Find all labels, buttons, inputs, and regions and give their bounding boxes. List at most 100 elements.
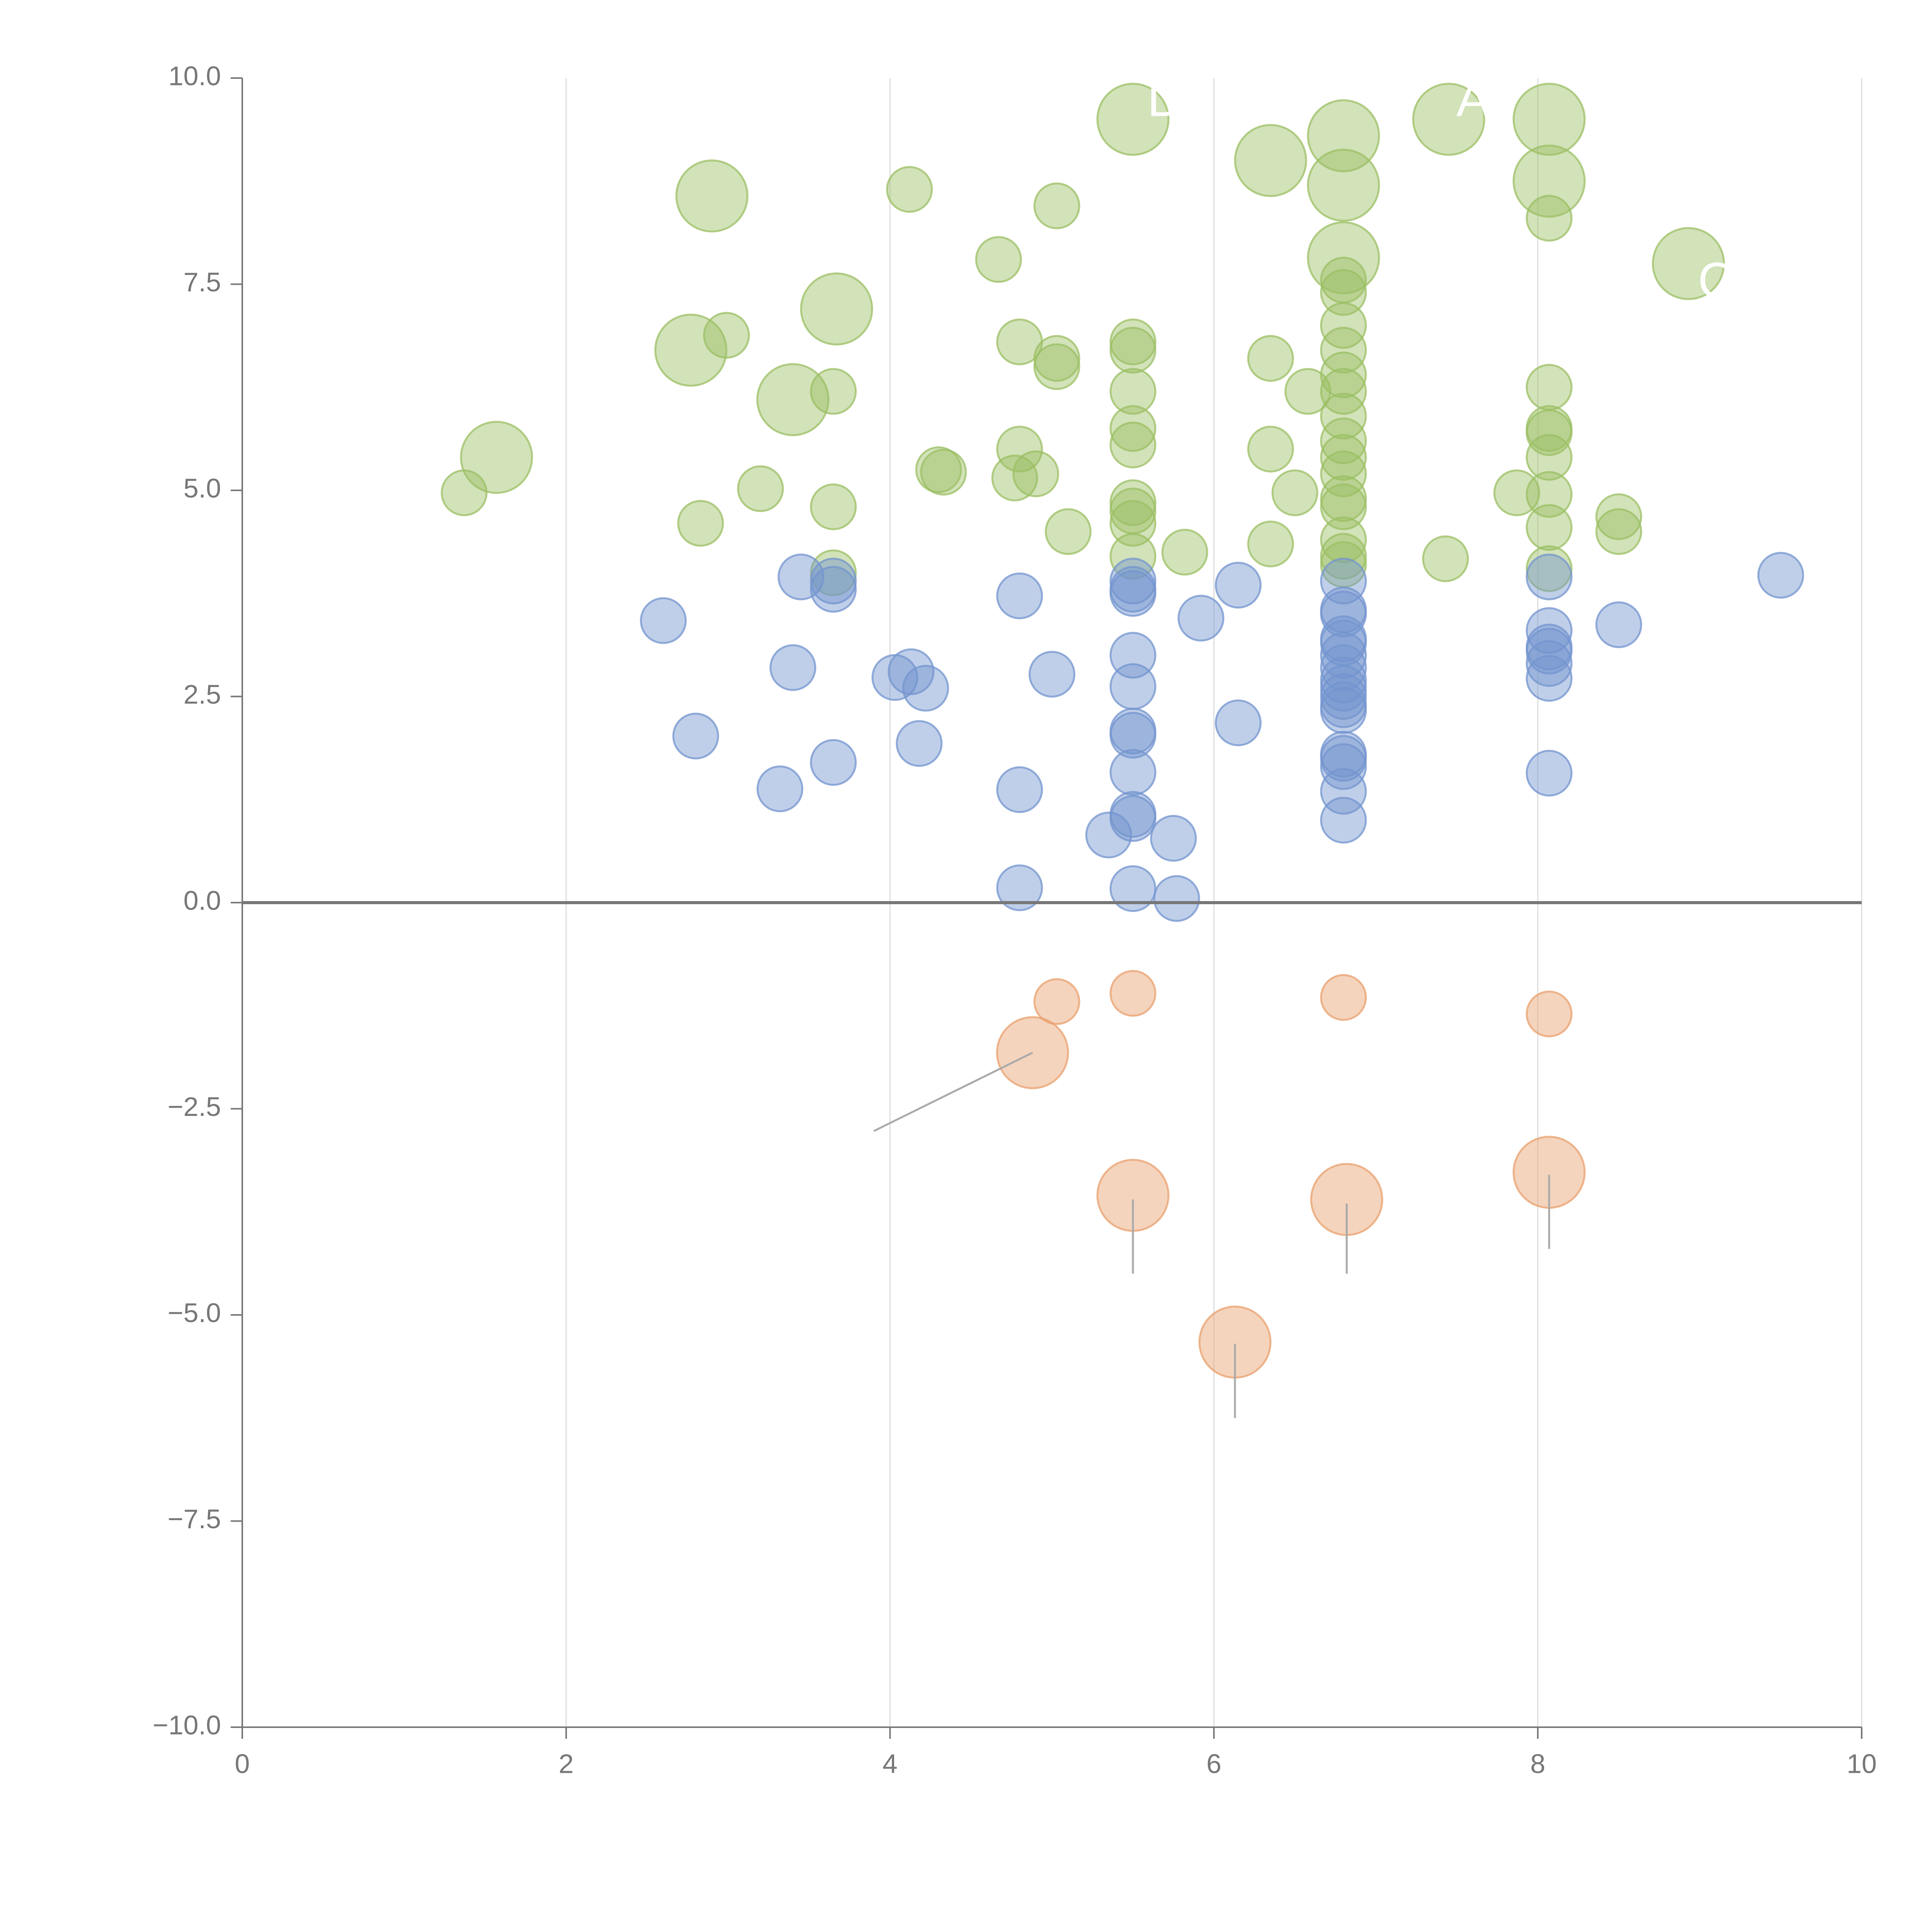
bubble-green — [1412, 83, 1485, 156]
bubble-blue — [1029, 651, 1075, 698]
bubble-green — [1526, 364, 1573, 411]
bubble-green — [1096, 83, 1170, 156]
bubble-blue — [1085, 811, 1132, 859]
bubble-green — [1247, 425, 1294, 473]
bubble-green — [675, 159, 748, 233]
bubble-green — [1234, 124, 1307, 197]
bubble-blue — [810, 566, 857, 613]
bubble-label: C — [1698, 252, 1734, 308]
bubble-blue — [871, 654, 918, 701]
bubble-green — [1320, 393, 1367, 440]
bubble-green — [756, 363, 830, 436]
bubble-green — [1109, 368, 1156, 415]
bubble-blue — [1177, 595, 1225, 642]
bubble-green — [654, 313, 728, 387]
bubble-blue — [1757, 552, 1804, 599]
bubble-green — [1320, 417, 1367, 464]
y-tick-label: −10.0 — [153, 1710, 221, 1740]
bubble-blue — [1320, 632, 1367, 679]
x-tick-label: 6 — [1206, 1748, 1221, 1779]
bubble-labels: D A C — [1147, 70, 1734, 308]
bubble-green — [1320, 351, 1367, 398]
bubble-green — [677, 500, 724, 547]
bubble-orange — [1526, 990, 1573, 1037]
y-tick-label: 7.5 — [184, 267, 221, 297]
bubble-green — [1526, 504, 1573, 551]
bubble-green — [915, 446, 962, 493]
bubble-green — [1320, 327, 1367, 374]
bubble-blue — [1320, 743, 1367, 790]
bubble-green — [991, 454, 1038, 502]
bubble-green — [800, 272, 873, 346]
bubble-green — [1307, 148, 1380, 222]
bubble-blue — [1320, 797, 1367, 844]
bubble-blue — [896, 720, 943, 767]
bubble-blue — [1109, 795, 1156, 842]
y-tick-label: 2.5 — [184, 679, 221, 709]
bubble-blue — [769, 644, 816, 691]
bubble-blue — [1526, 750, 1573, 797]
bubble-green — [920, 449, 967, 496]
bubble-green — [810, 368, 857, 415]
bubble-blue — [672, 713, 719, 760]
bubble-green — [1044, 508, 1092, 555]
bubble-green — [1526, 409, 1573, 456]
bubble-green — [1033, 182, 1080, 230]
bubble-label: D — [1147, 70, 1184, 127]
bubble-green — [737, 465, 784, 512]
bubble-green — [1652, 227, 1725, 300]
bubble-green — [1422, 535, 1469, 582]
bubble-green — [975, 236, 1022, 283]
bubble-blue — [1320, 644, 1367, 691]
bubble-green — [1161, 529, 1208, 576]
bubble-green — [996, 425, 1043, 473]
x-tick-label: 4 — [883, 1748, 898, 1779]
bubble-blue — [810, 739, 857, 786]
axes: 10.0 7.5 5.0 2.5 0.0 −2.5 −5.0 −7.5 −10.0 0 2 4 6 8 10 — [153, 61, 1877, 1779]
y-tick-label: 0.0 — [184, 885, 221, 915]
bubble-blue — [1109, 570, 1156, 617]
leader-line — [873, 1052, 1033, 1132]
bubble-blue — [640, 597, 687, 644]
bubble-layer — [440, 83, 1804, 1379]
bubble-blue — [996, 766, 1043, 813]
x-tick-label: 8 — [1530, 1748, 1545, 1779]
bubble-green — [1512, 83, 1586, 156]
bubble-green — [1493, 469, 1540, 516]
bubble-green — [1012, 450, 1060, 497]
bubble-green — [1320, 302, 1367, 349]
bubble-blue — [1526, 640, 1573, 687]
bubble-orange — [1033, 978, 1080, 1025]
leader-lines — [873, 1052, 1550, 1418]
bubble-green — [1109, 422, 1156, 469]
bubble-blue — [756, 765, 803, 813]
bubble-green — [1320, 483, 1367, 531]
bubble-blue — [1320, 687, 1367, 734]
bubble-green — [1247, 520, 1294, 568]
bubble-label: A — [1456, 70, 1490, 127]
bubble-green — [1284, 368, 1332, 415]
bubble-blue — [996, 864, 1043, 912]
bubble-green — [703, 312, 750, 359]
x-tick-label: 2 — [559, 1748, 574, 1779]
bubble-blue — [1320, 768, 1367, 815]
bubble-blue — [1109, 865, 1156, 912]
bubble-green — [1271, 469, 1318, 516]
x-tick-label: 10 — [1847, 1748, 1877, 1779]
bubble-orange — [1320, 974, 1367, 1021]
bubble-green — [1109, 500, 1156, 547]
y-tick-label: 5.0 — [184, 473, 221, 503]
bubble-green — [1033, 343, 1080, 390]
bubble-blue — [1214, 561, 1262, 609]
bubble-blue — [1320, 558, 1367, 605]
bubble-green — [1595, 493, 1642, 540]
bubble-green — [1320, 516, 1367, 563]
bubble-green — [1512, 145, 1586, 218]
y-tick-label: −5.0 — [168, 1298, 221, 1328]
bubble-green — [440, 469, 488, 516]
bubble-blue — [1153, 875, 1200, 922]
y-tick-label: −2.5 — [168, 1092, 221, 1122]
bubble-green — [1320, 368, 1367, 415]
bubble-orange — [1109, 970, 1156, 1017]
